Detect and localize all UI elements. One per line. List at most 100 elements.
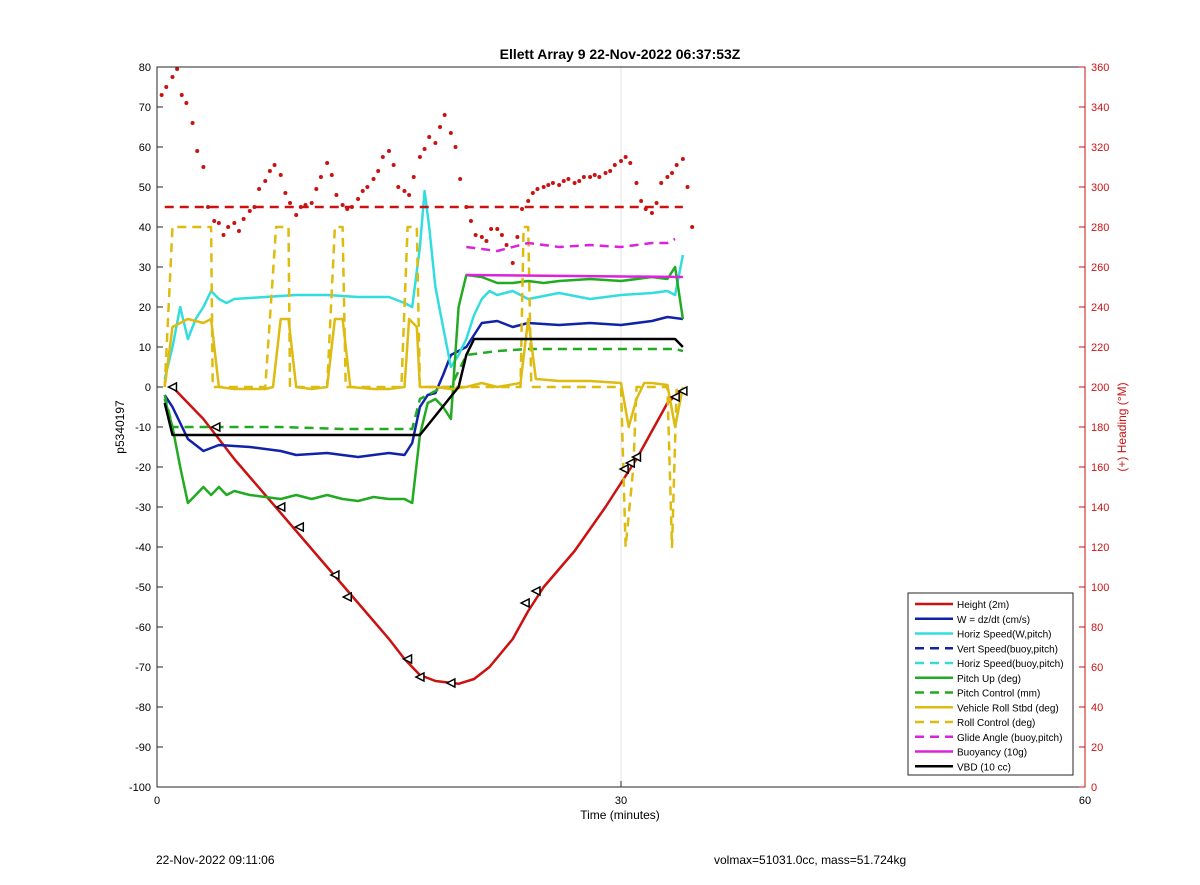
y2-tick-label: 180 [1091, 422, 1109, 434]
heading-point [288, 201, 293, 205]
heading-point [247, 209, 252, 213]
heading-point [566, 177, 571, 181]
heading-point [314, 187, 319, 191]
heading-point [612, 163, 617, 167]
heading-point [396, 185, 401, 189]
marker-layer [166, 381, 688, 689]
heading-point [329, 173, 334, 177]
y2-tick-label: 340 [1091, 102, 1109, 114]
heading-point [252, 205, 257, 209]
y2-tick-label: 140 [1091, 502, 1109, 514]
heading-point [541, 185, 546, 189]
y2-tick-label: 60 [1091, 662, 1103, 674]
y2-tick-label: 220 [1091, 342, 1109, 354]
heading-point [334, 193, 339, 197]
legend-label: Pitch Control (mm) [957, 689, 1040, 700]
triangle-marker [618, 463, 629, 475]
triangle-marker [414, 671, 425, 683]
heading-point [407, 193, 412, 197]
heading-point [499, 233, 504, 237]
heading-point [170, 75, 175, 79]
heading-point [603, 171, 608, 175]
heading-point [674, 163, 679, 167]
heading-point [184, 101, 189, 105]
heading-point [438, 125, 443, 129]
heading-point [422, 147, 427, 151]
y2-tick-label: 40 [1091, 702, 1103, 714]
heading-point [515, 235, 520, 239]
heading-point [318, 175, 323, 179]
heading-point [572, 181, 577, 185]
heading-point [520, 207, 525, 211]
y-tick-label: 80 [139, 62, 151, 74]
heading-point [597, 175, 602, 179]
heading-point [360, 189, 365, 193]
triangle-marker [669, 391, 680, 403]
heading-point [340, 203, 345, 207]
heading-point [546, 183, 551, 187]
y2-tick-label: 280 [1091, 222, 1109, 234]
heading-point [206, 205, 211, 209]
heading-point [442, 113, 447, 117]
heading-point [201, 165, 206, 169]
heading-point [634, 181, 639, 185]
heading-point [592, 173, 597, 177]
y2-tick-label: 0 [1091, 782, 1097, 794]
y2-tick-label: 240 [1091, 302, 1109, 314]
heading-point [484, 239, 489, 243]
y2-tick-label: 360 [1091, 62, 1109, 74]
heading-point [623, 155, 628, 159]
heading-point [659, 181, 664, 185]
heading-point [530, 191, 535, 195]
series-line-glide-angle-buoy-pitch [466, 237, 676, 253]
heading-point [411, 175, 416, 179]
y2-tick-label: 260 [1091, 262, 1109, 274]
y-tick-label: -10 [135, 422, 151, 434]
heading-point [356, 197, 361, 201]
heading-point [680, 157, 685, 161]
axes: 0 30 6080706050403020100-10-20-30-40-50-60… [129, 62, 1109, 807]
y-tick-label: 0 [145, 382, 151, 394]
y2-tick-label: 200 [1091, 382, 1109, 394]
triangle-marker [519, 597, 530, 609]
heading-point [453, 145, 458, 149]
y-tick-label: 50 [139, 182, 151, 194]
heading-point [365, 185, 370, 189]
heading-point [608, 169, 613, 173]
triangle-marker [630, 451, 642, 463]
y-tick-label: 20 [139, 302, 151, 314]
y2-tick-label: 80 [1091, 622, 1103, 634]
legend-label: Horiz Speed(W,pitch) [957, 630, 1051, 641]
y2-tick-label: 20 [1091, 742, 1103, 754]
x-tick-label: 60 [1079, 795, 1091, 807]
series-line-pitch-control-mm [163, 347, 684, 431]
heading-point [294, 213, 299, 217]
y-tick-label: 30 [139, 262, 151, 274]
y2-tick-label: 320 [1091, 142, 1109, 154]
y-tick-label: 10 [139, 342, 151, 354]
footer-timestamp: 22-Nov-2022 09:11:06 [156, 853, 275, 867]
heading-point [619, 159, 623, 163]
heading-point [670, 171, 675, 175]
footer-mass-info: volmax=51031.0cc, mass=51.724kg [714, 853, 907, 867]
heading-point [376, 169, 381, 173]
y-tick-label: -50 [135, 582, 151, 594]
heading-point [241, 217, 246, 221]
heading-point [309, 201, 314, 205]
y-tick-label: -20 [135, 462, 151, 474]
heading-point [526, 199, 531, 203]
heading-point [427, 135, 432, 139]
heading-point [473, 233, 478, 237]
heading-point [391, 163, 396, 167]
heading-point [325, 161, 330, 165]
triangle-marker [329, 569, 340, 581]
y-tick-label: -30 [135, 502, 151, 514]
heading-point [557, 183, 562, 187]
legend-label: Glide Angle (buoy,pitch) [957, 733, 1062, 744]
heading-point [226, 225, 231, 229]
heading-point [654, 201, 659, 205]
y2-tick-label: 160 [1091, 462, 1109, 474]
legend-label: Height (2m) [957, 600, 1009, 611]
heading-point [272, 163, 277, 167]
